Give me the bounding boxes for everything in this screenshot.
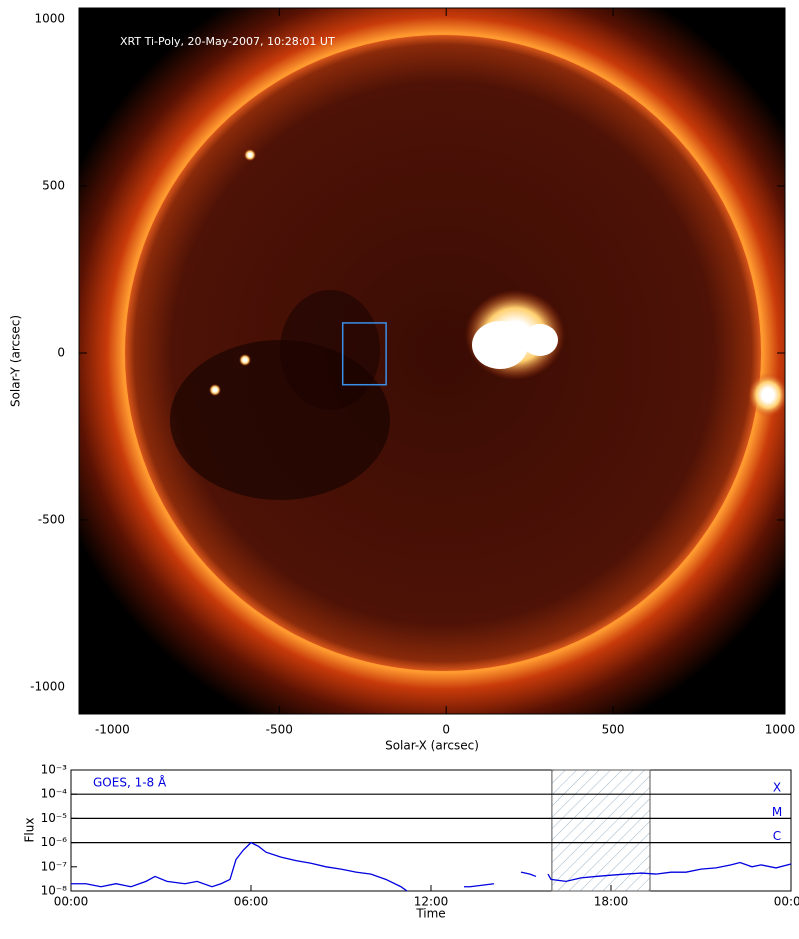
x-axis-label: Solar-X (arcsec) <box>385 739 479 753</box>
y-tick-label: 10⁻⁴ <box>41 787 68 801</box>
y-axis-label: Flux <box>23 818 37 843</box>
y-tick-label: 10⁻⁶ <box>41 835 68 849</box>
series-line <box>71 841 792 892</box>
y-tick-label: -1000 <box>30 679 65 693</box>
x-tick-label: -500 <box>266 723 293 737</box>
x-tick-label: 00:00 <box>54 895 89 909</box>
y-tick-label: 10⁻⁸ <box>41 884 68 898</box>
y-axis-label: Solar-Y (arcsec) <box>9 315 23 407</box>
class-label: C <box>773 829 781 843</box>
x-tick-label: 18:00 <box>594 895 629 909</box>
x-tick-label: -1000 <box>95 723 130 737</box>
x-tick-label: 1000 <box>765 723 796 737</box>
y-tick-label: 0 <box>57 345 65 359</box>
legend-label: GOES, 1-8 Å <box>93 775 167 790</box>
highlight-region <box>551 769 651 892</box>
image-frame <box>78 7 786 715</box>
class-label: X <box>773 781 781 795</box>
y-tick-label: 10⁻⁵ <box>41 811 68 825</box>
class-label: M <box>772 805 782 819</box>
x-tick-label: 500 <box>602 723 625 737</box>
y-tick-label: 500 <box>42 179 65 193</box>
x-tick-label: 06:00 <box>234 895 269 909</box>
x-tick-label: 12:00 <box>414 895 449 909</box>
y-tick-label: 10⁻³ <box>41 763 68 777</box>
goes-frame <box>70 769 792 892</box>
solar-image <box>79 8 785 714</box>
x-tick-label: 0 <box>442 723 450 737</box>
x-tick-label: 00:00 <box>774 895 799 909</box>
annotation: XRT Ti-Poly, 20-May-2007, 10:28:01 UT <box>120 35 335 48</box>
highlight-box <box>341 322 387 386</box>
y-tick-label: 10⁻⁷ <box>41 859 68 873</box>
y-tick-label: 1000 <box>34 12 65 26</box>
y-tick-label: -500 <box>38 512 65 526</box>
x-axis-label: Time <box>415 907 445 921</box>
